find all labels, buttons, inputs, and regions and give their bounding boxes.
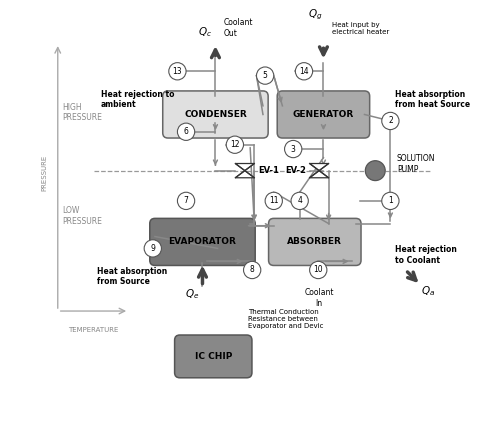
Text: Coolant
Out: Coolant Out: [224, 19, 254, 38]
Text: 8: 8: [250, 266, 254, 274]
Text: GENERATOR: GENERATOR: [293, 110, 354, 119]
Text: Heat absorption
from Source: Heat absorption from Source: [96, 267, 167, 286]
Text: EV-2: EV-2: [285, 166, 306, 175]
FancyBboxPatch shape: [150, 218, 255, 265]
Text: TEMPERATURE: TEMPERATURE: [68, 327, 119, 334]
Circle shape: [169, 63, 186, 80]
Text: ABSORBER: ABSORBER: [288, 238, 342, 246]
Text: 6: 6: [184, 127, 188, 136]
Polygon shape: [236, 171, 255, 178]
Text: Thermal Conduction
Resistance between
Evaporator and Devic: Thermal Conduction Resistance between Ev…: [248, 309, 324, 329]
Text: HIGH
PRESSURE: HIGH PRESSURE: [62, 103, 102, 122]
FancyBboxPatch shape: [174, 335, 252, 378]
Text: 1: 1: [388, 197, 393, 205]
Text: 12: 12: [230, 140, 239, 149]
Text: 3: 3: [291, 145, 296, 153]
Text: 2: 2: [388, 117, 393, 125]
FancyBboxPatch shape: [268, 218, 361, 265]
FancyBboxPatch shape: [162, 91, 268, 138]
Text: Heat input by
electrical heater: Heat input by electrical heater: [332, 22, 390, 35]
Text: 9: 9: [150, 244, 155, 253]
Text: 10: 10: [314, 266, 323, 274]
Text: Heat rejection
to Coolant: Heat rejection to Coolant: [394, 245, 456, 264]
Text: IC CHIP: IC CHIP: [194, 352, 232, 361]
Polygon shape: [310, 171, 328, 178]
Circle shape: [178, 192, 194, 210]
Text: SOLUTION
PUMP: SOLUTION PUMP: [397, 155, 436, 174]
Circle shape: [291, 192, 308, 210]
Text: Heat rejection to
ambient: Heat rejection to ambient: [101, 90, 174, 109]
Text: Heat absorption
from heat Source: Heat absorption from heat Source: [394, 90, 470, 109]
Text: EVAPORATOR: EVAPORATOR: [168, 238, 236, 246]
Text: LOW
PRESSURE: LOW PRESSURE: [62, 206, 102, 226]
Text: Coolant
In: Coolant In: [304, 289, 334, 308]
Circle shape: [178, 123, 194, 140]
Text: 14: 14: [299, 67, 309, 76]
Text: CONDENSER: CONDENSER: [184, 110, 247, 119]
Circle shape: [144, 240, 162, 257]
Circle shape: [226, 136, 244, 153]
Circle shape: [382, 192, 399, 210]
Text: $Q_c$: $Q_c$: [198, 25, 212, 39]
Text: EV-1: EV-1: [258, 166, 279, 175]
FancyBboxPatch shape: [277, 91, 370, 138]
Text: 7: 7: [184, 197, 188, 205]
Circle shape: [382, 112, 399, 130]
Circle shape: [256, 67, 274, 84]
Polygon shape: [236, 164, 255, 171]
Text: 11: 11: [269, 197, 278, 205]
Circle shape: [284, 140, 302, 158]
Text: 4: 4: [297, 197, 302, 205]
Circle shape: [244, 261, 261, 279]
Text: $Q_g$: $Q_g$: [308, 8, 323, 22]
Text: 13: 13: [172, 67, 182, 76]
Circle shape: [296, 63, 312, 80]
Text: PRESSURE: PRESSURE: [42, 155, 48, 191]
Circle shape: [366, 161, 385, 181]
Polygon shape: [310, 164, 328, 171]
Circle shape: [310, 261, 327, 279]
Circle shape: [265, 192, 282, 210]
Text: $Q_e$: $Q_e$: [185, 287, 200, 301]
Text: $Q_a$: $Q_a$: [420, 285, 435, 299]
Text: 5: 5: [262, 71, 268, 80]
